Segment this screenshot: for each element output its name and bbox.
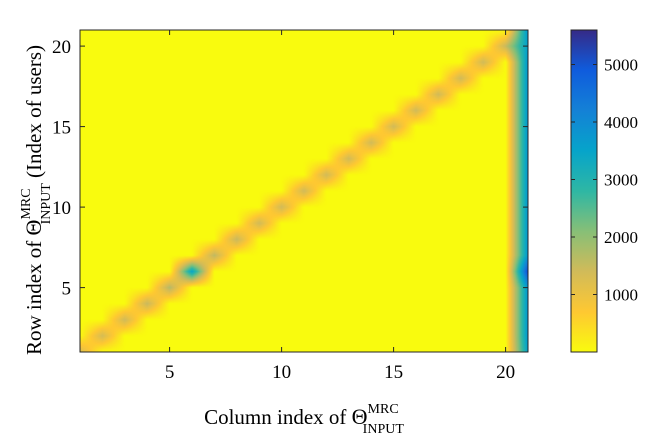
colorbar-tick-label: 3000	[604, 171, 638, 190]
x-axis-ticks: 5 10 15 20	[165, 30, 515, 383]
x-tick-label: 10	[272, 362, 291, 383]
colorbar-ticks: 1000 2000 3000 4000 5000	[571, 56, 638, 305]
x-tick-label: 5	[165, 362, 175, 383]
y-tick-label: 5	[62, 279, 72, 300]
heatmap-plot-area	[80, 30, 528, 352]
y-axis-label: Row index of ΘMRC INPUT (Index of users)	[19, 45, 54, 355]
colorbar-tick-label: 4000	[604, 113, 638, 132]
y-axis-ticks: 5 10 15 20	[52, 37, 528, 300]
y-tick-label: 15	[52, 118, 71, 139]
colorbar-tick-label: 1000	[604, 286, 638, 305]
colorbar-gradient	[570, 29, 598, 353]
colorbar-tick-label: 5000	[604, 56, 638, 75]
heatmap-surface	[80, 30, 528, 352]
y-tick-label: 20	[52, 37, 71, 58]
x-tick-label: 15	[384, 362, 403, 383]
y-tick-label: 10	[52, 198, 71, 219]
colorbar-tick-label: 2000	[604, 228, 638, 247]
x-axis-label: Column index of ΘMRC INPUT	[204, 402, 404, 437]
colorbar: 1000 2000 3000 4000 5000	[570, 29, 638, 353]
plot-frame	[79, 29, 529, 353]
x-tick-label: 20	[496, 362, 515, 383]
